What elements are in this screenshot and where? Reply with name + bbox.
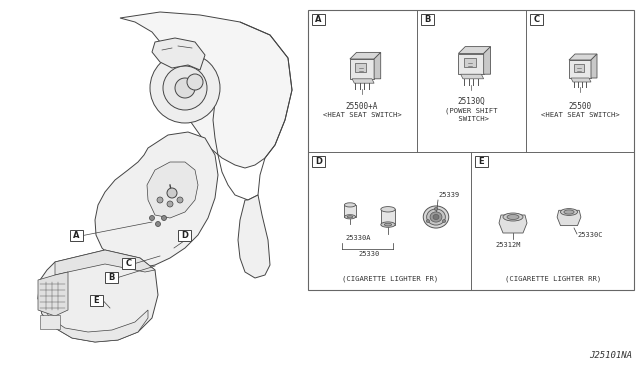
Bar xyxy=(308,10,634,290)
Bar xyxy=(569,60,591,78)
Polygon shape xyxy=(38,272,68,316)
Bar xyxy=(464,58,476,67)
Text: C: C xyxy=(533,15,540,24)
Polygon shape xyxy=(461,74,484,79)
Text: 25500: 25500 xyxy=(568,102,591,111)
Ellipse shape xyxy=(435,208,438,211)
Polygon shape xyxy=(557,210,581,225)
Bar xyxy=(475,156,488,167)
Bar xyxy=(312,156,325,167)
Polygon shape xyxy=(344,205,356,217)
Text: 25312M: 25312M xyxy=(495,242,521,248)
Circle shape xyxy=(161,215,166,221)
Ellipse shape xyxy=(507,215,519,219)
Ellipse shape xyxy=(344,215,356,219)
Ellipse shape xyxy=(385,223,392,226)
Circle shape xyxy=(167,188,177,198)
Ellipse shape xyxy=(423,206,449,228)
Bar xyxy=(105,272,118,283)
Ellipse shape xyxy=(430,212,442,222)
Ellipse shape xyxy=(561,209,577,215)
Circle shape xyxy=(167,201,173,207)
Bar xyxy=(458,54,484,74)
Bar xyxy=(421,14,434,25)
Circle shape xyxy=(150,215,154,221)
Ellipse shape xyxy=(347,216,353,218)
Bar xyxy=(312,14,325,25)
Polygon shape xyxy=(120,12,292,168)
Bar xyxy=(178,230,191,241)
Text: D: D xyxy=(315,157,322,166)
Bar xyxy=(530,14,543,25)
Polygon shape xyxy=(499,215,527,233)
Text: C: C xyxy=(125,259,132,268)
Text: E: E xyxy=(93,296,99,305)
Text: (CIGARETTE LIGHTER FR): (CIGARETTE LIGHTER FR) xyxy=(342,276,438,282)
Ellipse shape xyxy=(344,203,356,207)
Text: B: B xyxy=(424,15,431,24)
Polygon shape xyxy=(352,79,374,83)
Ellipse shape xyxy=(564,210,574,214)
Bar xyxy=(350,59,374,79)
Polygon shape xyxy=(38,298,148,342)
Polygon shape xyxy=(484,46,490,74)
Text: A: A xyxy=(316,15,322,24)
Text: 25339: 25339 xyxy=(438,192,460,198)
Ellipse shape xyxy=(427,209,445,225)
Ellipse shape xyxy=(381,222,396,227)
Text: J25101NA: J25101NA xyxy=(589,351,632,360)
Circle shape xyxy=(157,197,163,203)
Text: D: D xyxy=(181,231,188,240)
Circle shape xyxy=(177,197,183,203)
Polygon shape xyxy=(55,250,155,275)
Polygon shape xyxy=(38,250,158,342)
Bar xyxy=(90,295,103,306)
Circle shape xyxy=(163,66,207,110)
Polygon shape xyxy=(569,54,597,60)
Polygon shape xyxy=(374,52,381,79)
Polygon shape xyxy=(571,78,591,82)
Polygon shape xyxy=(152,38,205,70)
Bar xyxy=(40,315,60,329)
Polygon shape xyxy=(458,46,490,54)
Ellipse shape xyxy=(442,219,446,222)
Polygon shape xyxy=(238,195,270,278)
Text: 25330A: 25330A xyxy=(345,235,371,241)
Ellipse shape xyxy=(381,206,396,212)
Text: (CIGARETTE LIGHTER RR): (CIGARETTE LIGHTER RR) xyxy=(505,276,601,282)
Text: <HEAT SEAT SWITCH>: <HEAT SEAT SWITCH> xyxy=(323,112,401,118)
Text: SWITCH>: SWITCH> xyxy=(454,116,488,122)
Bar xyxy=(122,258,135,269)
Polygon shape xyxy=(591,54,597,78)
Text: 25130Q: 25130Q xyxy=(457,97,485,106)
Text: (POWER SHIFT: (POWER SHIFT xyxy=(445,107,497,113)
Polygon shape xyxy=(381,209,396,225)
Text: E: E xyxy=(479,157,484,166)
Polygon shape xyxy=(350,52,381,59)
Polygon shape xyxy=(95,132,218,268)
Text: A: A xyxy=(73,231,80,240)
Text: B: B xyxy=(108,273,115,282)
Polygon shape xyxy=(147,162,198,218)
Circle shape xyxy=(187,74,203,90)
Bar xyxy=(355,63,366,72)
Bar xyxy=(70,230,83,241)
Ellipse shape xyxy=(503,213,523,221)
Text: 25330C: 25330C xyxy=(577,232,602,238)
Text: 25500+A: 25500+A xyxy=(346,102,378,111)
Bar xyxy=(574,64,584,72)
Circle shape xyxy=(150,53,220,123)
Circle shape xyxy=(156,221,161,227)
Ellipse shape xyxy=(426,219,429,222)
Circle shape xyxy=(175,78,195,98)
Text: 25330: 25330 xyxy=(358,251,380,257)
Ellipse shape xyxy=(433,214,439,219)
Text: <HEAT SEAT SWITCH>: <HEAT SEAT SWITCH> xyxy=(541,112,620,118)
